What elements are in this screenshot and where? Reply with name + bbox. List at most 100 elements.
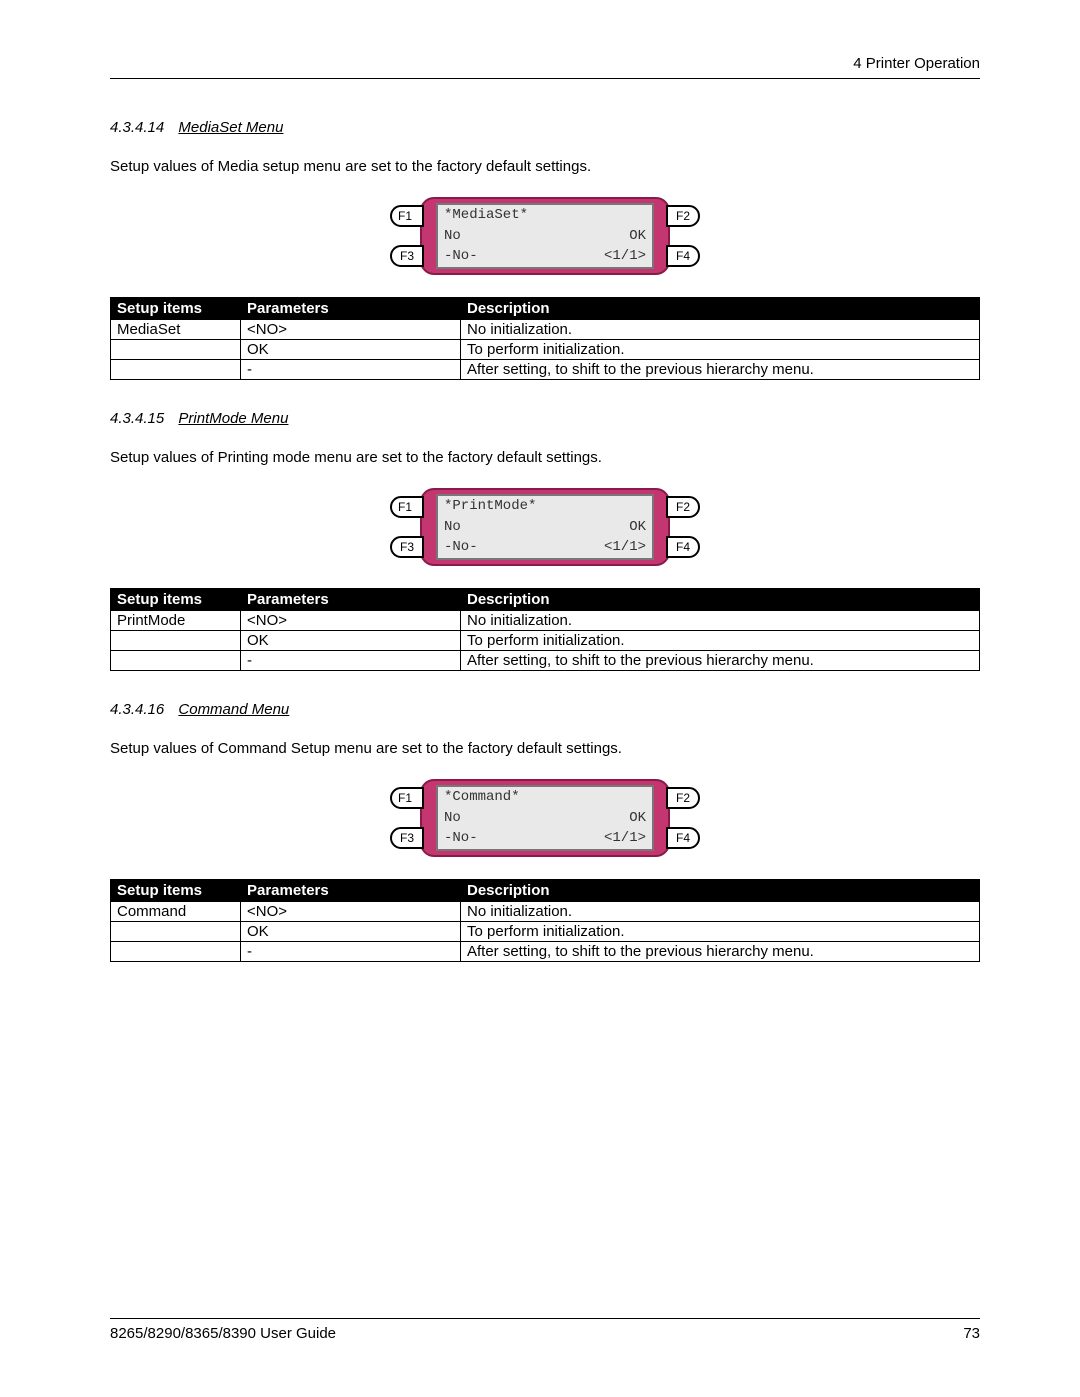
f2-key-icon: F2 xyxy=(666,496,700,518)
cell: - xyxy=(241,942,461,962)
section-number: 4.3.4.15 xyxy=(110,410,164,427)
table-row: -After setting, to shift to the previous… xyxy=(111,360,980,380)
lcd-line2-left: No xyxy=(444,228,461,245)
section-heading: 4.3.4.16 Command Menu xyxy=(110,701,980,718)
cell: After setting, to shift to the previous … xyxy=(461,360,980,380)
lcd-screen: *Command* NoOK -No-<1/1> xyxy=(436,785,654,851)
cell xyxy=(111,360,241,380)
lcd-line1-left: *PrintMode* xyxy=(444,498,536,515)
cell: No initialization. xyxy=(461,611,980,631)
lcd-panel: F1 F2 F3 F4 *Command* NoOK -No-<1/1> xyxy=(110,779,980,857)
cell: After setting, to shift to the previous … xyxy=(461,651,980,671)
table-header-row: Setup items Parameters Description xyxy=(111,589,980,611)
cell: To perform initialization. xyxy=(461,340,980,360)
cell xyxy=(111,922,241,942)
lcd-line2-left: No xyxy=(444,810,461,827)
lcd-line2-right: OK xyxy=(629,810,646,827)
footer-rule xyxy=(110,1318,980,1319)
table-row: MediaSet<NO>No initialization. xyxy=(111,320,980,340)
section-number: 4.3.4.14 xyxy=(110,119,164,136)
th-description: Description xyxy=(461,880,980,902)
f1-key-icon: F1 xyxy=(390,787,424,809)
table-row: OKTo perform initialization. xyxy=(111,631,980,651)
section-printmode: 4.3.4.15 PrintMode Menu Setup values of … xyxy=(110,410,980,671)
cell: <NO> xyxy=(241,320,461,340)
section-title: PrintMode Menu xyxy=(178,410,288,427)
cell: No initialization. xyxy=(461,902,980,922)
lcd-line2-right: OK xyxy=(629,228,646,245)
th-description: Description xyxy=(461,589,980,611)
cell: After setting, to shift to the previous … xyxy=(461,942,980,962)
section-description: Setup values of Command Setup menu are s… xyxy=(110,740,980,757)
lcd-panel: F1 F2 F3 F4 *PrintMode* No OK -No- <1/1> xyxy=(110,488,980,566)
section-description: Setup values of Printing mode menu are s… xyxy=(110,449,980,466)
cell: MediaSet xyxy=(111,320,241,340)
footer-page-number: 73 xyxy=(963,1325,980,1342)
th-parameters: Parameters xyxy=(241,880,461,902)
cell: To perform initialization. xyxy=(461,631,980,651)
th-parameters: Parameters xyxy=(241,298,461,320)
cell xyxy=(111,651,241,671)
f4-key-icon: F4 xyxy=(666,827,700,849)
section-title: Command Menu xyxy=(178,701,289,718)
footer-left: 8265/8290/8365/8390 User Guide xyxy=(110,1325,336,1342)
table-row: PrintMode<NO>No initialization. xyxy=(111,611,980,631)
f1-key-icon: F1 xyxy=(390,496,424,518)
cell: OK xyxy=(241,922,461,942)
th-parameters: Parameters xyxy=(241,589,461,611)
table-row: -After setting, to shift to the previous… xyxy=(111,942,980,962)
table-row: OKTo perform initialization. xyxy=(111,922,980,942)
th-setup-items: Setup items xyxy=(111,298,241,320)
f3-key-icon: F3 xyxy=(390,245,424,267)
cell xyxy=(111,631,241,651)
th-setup-items: Setup items xyxy=(111,880,241,902)
params-table: Setup items Parameters Description Media… xyxy=(110,297,980,380)
table-header-row: Setup items Parameters Description xyxy=(111,298,980,320)
section-heading: 4.3.4.14 MediaSet Menu xyxy=(110,119,980,136)
cell: No initialization. xyxy=(461,320,980,340)
section-heading: 4.3.4.15 PrintMode Menu xyxy=(110,410,980,427)
cell: <NO> xyxy=(241,611,461,631)
page-body: 4 Printer Operation 4.3.4.14 MediaSet Me… xyxy=(0,0,1080,962)
cell: - xyxy=(241,360,461,380)
section-mediaset: 4.3.4.14 MediaSet Menu Setup values of M… xyxy=(110,119,980,380)
cell: - xyxy=(241,651,461,671)
lcd-line3-left: -No- xyxy=(444,830,478,847)
page-header-right: 4 Printer Operation xyxy=(110,55,980,72)
cell: <NO> xyxy=(241,902,461,922)
section-number: 4.3.4.16 xyxy=(110,701,164,718)
section-description: Setup values of Media setup menu are set… xyxy=(110,158,980,175)
lcd-screen: *MediaSet* No OK -No- <1/1> xyxy=(436,203,654,269)
f4-key-icon: F4 xyxy=(666,245,700,267)
header-rule xyxy=(110,78,980,79)
cell xyxy=(111,340,241,360)
th-setup-items: Setup items xyxy=(111,589,241,611)
table-row: -After setting, to shift to the previous… xyxy=(111,651,980,671)
f1-key-icon: F1 xyxy=(390,205,424,227)
params-table: Setup items Parameters Description Comma… xyxy=(110,879,980,962)
lcd-line1-left: *Command* xyxy=(444,789,520,806)
table-row: Command<NO>No initialization. xyxy=(111,902,980,922)
lcd-line3-left: -No- xyxy=(444,248,478,265)
f2-key-icon: F2 xyxy=(666,205,700,227)
f3-key-icon: F3 xyxy=(390,536,424,558)
th-description: Description xyxy=(461,298,980,320)
section-title: MediaSet Menu xyxy=(178,119,283,136)
lcd-line2-right: OK xyxy=(629,519,646,536)
cell: To perform initialization. xyxy=(461,922,980,942)
f4-key-icon: F4 xyxy=(666,536,700,558)
lcd-line3-left: -No- xyxy=(444,539,478,556)
f3-key-icon: F3 xyxy=(390,827,424,849)
lcd-line3-right: <1/1> xyxy=(604,539,646,556)
params-table: Setup items Parameters Description Print… xyxy=(110,588,980,671)
lcd-line2-left: No xyxy=(444,519,461,536)
lcd-screen: *PrintMode* No OK -No- <1/1> xyxy=(436,494,654,560)
cell: OK xyxy=(241,631,461,651)
cell: PrintMode xyxy=(111,611,241,631)
f2-key-icon: F2 xyxy=(666,787,700,809)
table-row: OKTo perform initialization. xyxy=(111,340,980,360)
lcd-line3-right: <1/1> xyxy=(604,248,646,265)
section-command: 4.3.4.16 Command Menu Setup values of Co… xyxy=(110,701,980,962)
lcd-line1-left: *MediaSet* xyxy=(444,207,528,224)
lcd-panel: F1 F2 F3 F4 *MediaSet* No OK -No- <1/1> xyxy=(110,197,980,275)
